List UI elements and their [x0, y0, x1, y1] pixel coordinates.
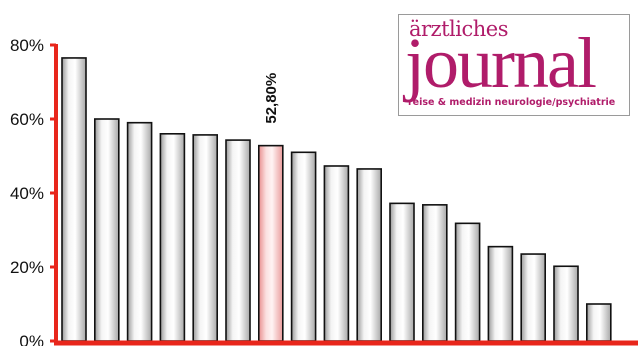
logo-top-text: ärztliches: [409, 17, 509, 41]
y-tick-label: 40%: [10, 184, 44, 203]
bar: [126, 121, 153, 342]
bar: [585, 303, 612, 342]
bar: [553, 265, 579, 342]
bar: [192, 134, 218, 342]
bar: [159, 133, 186, 342]
bar: [421, 204, 448, 342]
bar: [94, 118, 120, 342]
data-label: 52,80%: [263, 73, 280, 124]
bar-highlighted: [257, 144, 284, 342]
y-tick-label: 0%: [19, 332, 44, 346]
bar: [389, 202, 415, 342]
y-tick-label: 60%: [10, 110, 44, 129]
journal-logo: journal ärztliches reise & medizin neuro…: [398, 14, 630, 116]
bar: [520, 253, 547, 342]
logo-subtitle: reise & medizin neurologie/psychiatrie: [408, 97, 616, 108]
bar: [487, 245, 514, 342]
bar: [61, 57, 87, 342]
bar: [323, 165, 350, 342]
bar: [454, 222, 481, 342]
bar: [356, 168, 383, 342]
bar: [225, 139, 251, 342]
logo-main-text: journal: [405, 23, 597, 103]
y-tick-label: 80%: [10, 36, 44, 55]
y-tick-label: 20%: [10, 258, 44, 277]
bar: [290, 151, 317, 342]
